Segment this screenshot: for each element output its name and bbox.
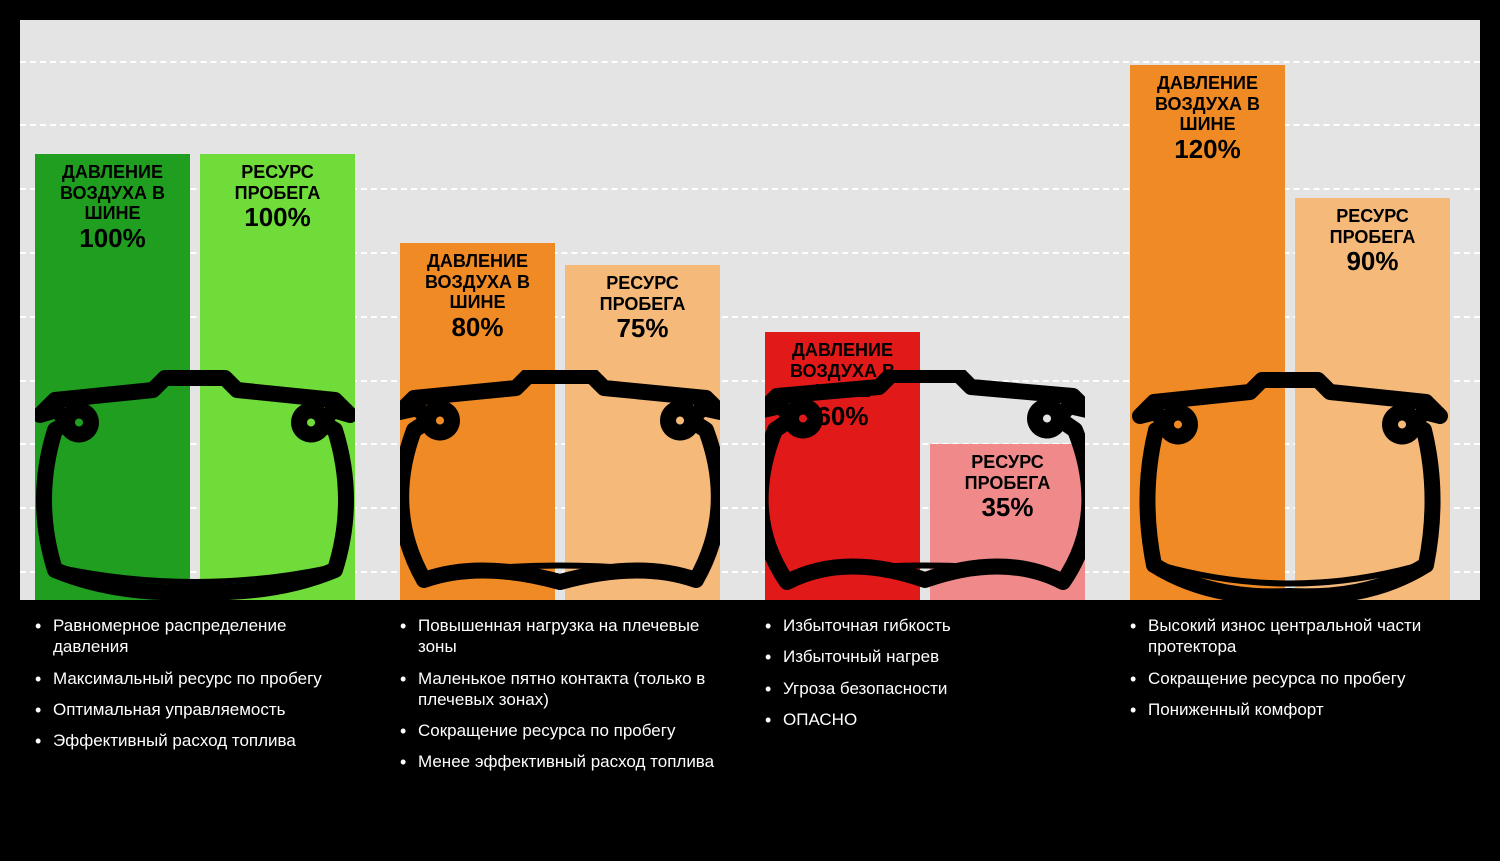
- note-item: Угроза безопасности: [765, 678, 1095, 699]
- mileage-percent: 100%: [206, 203, 349, 233]
- mileage-bar-label: РЕСУРС ПРОБЕГА100%: [200, 162, 355, 233]
- note-item: Эффективный расход топлива: [35, 730, 365, 751]
- pressure-bar-label: ДАВЛЕНИЕ ВОЗДУХА В ШИНЕ100%: [35, 162, 190, 254]
- mileage-bar: РЕСУРС ПРОБЕГА75%: [565, 265, 720, 600]
- note-item: Избыточная гибкость: [765, 615, 1095, 636]
- note-item: Высокий износ центральной части протекто…: [1130, 615, 1460, 658]
- notes-list: Высокий износ центральной части протекто…: [1130, 615, 1460, 720]
- notes-group-2: Избыточная гибкость Избыточный нагрев Угро…: [765, 615, 1095, 740]
- mileage-bar-label: РЕСУРС ПРОБЕГА75%: [565, 273, 720, 344]
- pressure-bar: ДАВЛЕНИЕ ВОЗДУХА В ШИНЕ60%: [765, 332, 920, 600]
- pressure-bar-label: ДАВЛЕНИЕ ВОЗДУХА В ШИНЕ120%: [1130, 73, 1285, 165]
- mileage-percent: 35%: [936, 493, 1079, 523]
- note-item: Сокращение ресурса по пробегу: [400, 720, 730, 741]
- mileage-bar-label: РЕСУРС ПРОБЕГА90%: [1295, 206, 1450, 277]
- notes-group-0: Равномерное распределение давления Максим…: [35, 615, 365, 761]
- mileage-label-text: РЕСУРС ПРОБЕГА: [600, 273, 686, 314]
- pressure-bar: ДАВЛЕНИЕ ВОЗДУХА В ШИНЕ120%: [1130, 65, 1285, 600]
- note-item: ОПАСНО: [765, 709, 1095, 730]
- pressure-percent: 60%: [771, 402, 914, 432]
- pressure-label-text: ДАВЛЕНИЕ ВОЗДУХА В ШИНЕ: [1155, 73, 1260, 134]
- notes-group-3: Высокий износ центральной части протекто…: [1130, 615, 1460, 730]
- pressure-label-text: ДАВЛЕНИЕ ВОЗДУХА В ШИНЕ: [60, 162, 165, 223]
- mileage-bar: РЕСУРС ПРОБЕГА100%: [200, 154, 355, 600]
- mileage-bar: РЕСУРС ПРОБЕГА35%: [930, 444, 1085, 600]
- mileage-percent: 90%: [1301, 247, 1444, 277]
- note-item: Оптимальная управляемость: [35, 699, 365, 720]
- notes-group-1: Повышенная нагрузка на плечевые зоны Мале…: [400, 615, 730, 783]
- pressure-bar-label: ДАВЛЕНИЕ ВОЗДУХА В ШИНЕ80%: [400, 251, 555, 343]
- pressure-percent: 120%: [1136, 135, 1279, 165]
- notes-list: Равномерное распределение давления Максим…: [35, 615, 365, 751]
- note-item: Максимальный ресурс по пробегу: [35, 668, 365, 689]
- mileage-label-text: РЕСУРС ПРОБЕГА: [1330, 206, 1416, 247]
- infographic-frame: ДАВЛЕНИЕ ВОЗДУХА В ШИНЕ100%РЕСУРС ПРОБЕГ…: [20, 20, 1480, 841]
- bar-group-0: ДАВЛЕНИЕ ВОЗДУХА В ШИНЕ100%РЕСУРС ПРОБЕГ…: [35, 20, 355, 600]
- note-item: Пониженный комфорт: [1130, 699, 1460, 720]
- mileage-label-text: РЕСУРС ПРОБЕГА: [965, 452, 1051, 493]
- note-item: Менее эффективный расход топлива: [400, 751, 730, 772]
- note-item: Маленькое пятно контакта (только в плече…: [400, 668, 730, 711]
- notes-list: Повышенная нагрузка на плечевые зоны Мале…: [400, 615, 730, 773]
- bar-group-2: ДАВЛЕНИЕ ВОЗДУХА В ШИНЕ60%РЕСУРС ПРОБЕГА…: [765, 20, 1085, 600]
- chart-area: ДАВЛЕНИЕ ВОЗДУХА В ШИНЕ100%РЕСУРС ПРОБЕГ…: [20, 20, 1480, 600]
- note-item: Сокращение ресурса по пробегу: [1130, 668, 1460, 689]
- note-item: Повышенная нагрузка на плечевые зоны: [400, 615, 730, 658]
- mileage-bar-label: РЕСУРС ПРОБЕГА35%: [930, 452, 1085, 523]
- notes-list: Избыточная гибкость Избыточный нагрев Угро…: [765, 615, 1095, 730]
- mileage-bar: РЕСУРС ПРОБЕГА90%: [1295, 198, 1450, 600]
- bar-group-1: ДАВЛЕНИЕ ВОЗДУХА В ШИНЕ80%РЕСУРС ПРОБЕГА…: [400, 20, 720, 600]
- pressure-label-text: ДАВЛЕНИЕ ВОЗДУХА В ШИНЕ: [790, 340, 895, 401]
- mileage-label-text: РЕСУРС ПРОБЕГА: [235, 162, 321, 203]
- pressure-bar-label: ДАВЛЕНИЕ ВОЗДУХА В ШИНЕ60%: [765, 340, 920, 432]
- bar-group-3: ДАВЛЕНИЕ ВОЗДУХА В ШИНЕ120%РЕСУРС ПРОБЕГ…: [1130, 20, 1450, 600]
- mileage-percent: 75%: [571, 314, 714, 344]
- pressure-percent: 100%: [41, 224, 184, 254]
- note-item: Равномерное распределение давления: [35, 615, 365, 658]
- pressure-percent: 80%: [406, 313, 549, 343]
- pressure-label-text: ДАВЛЕНИЕ ВОЗДУХА В ШИНЕ: [425, 251, 530, 312]
- pressure-bar: ДАВЛЕНИЕ ВОЗДУХА В ШИНЕ100%: [35, 154, 190, 600]
- pressure-bar: ДАВЛЕНИЕ ВОЗДУХА В ШИНЕ80%: [400, 243, 555, 600]
- note-item: Избыточный нагрев: [765, 646, 1095, 667]
